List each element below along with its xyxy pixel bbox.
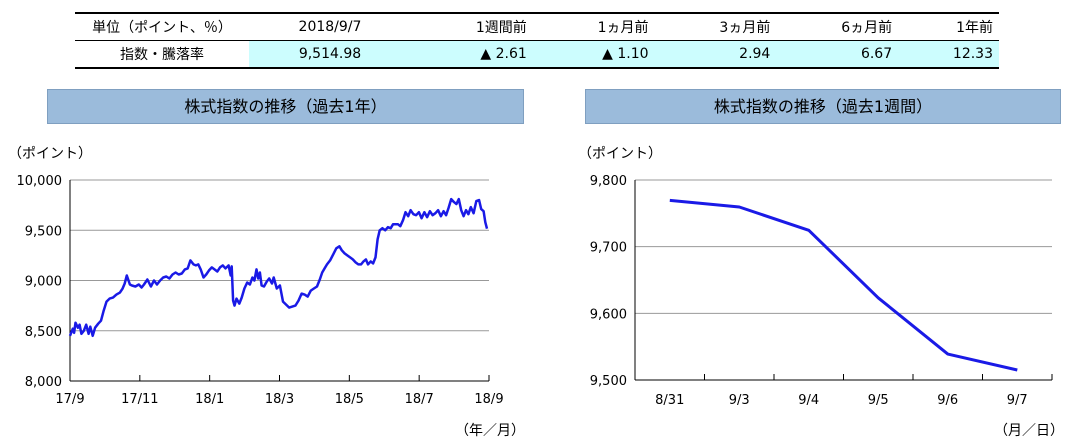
unit-header: 単位（ポイント、％）	[75, 12, 249, 41]
x-tick-label: 9/3	[729, 393, 750, 408]
summary-data-row: 指数・騰落率 9,514.98 ▲ 2.61 ▲ 1.10 2.94 6.67 …	[75, 40, 999, 69]
date-header: 2018/9/7	[249, 12, 411, 41]
series-line-1w	[669, 198, 1018, 372]
value-6m: 6.67	[776, 40, 899, 69]
x-tick-label: 9/6	[937, 393, 958, 408]
y-tick-label: 10,000	[17, 174, 63, 189]
x-tick-label: 17/9	[55, 392, 84, 407]
y-tick-label: 9,800	[590, 174, 627, 189]
x-tick-label: 18/5	[335, 392, 364, 407]
x-tick-label: 9/4	[798, 393, 819, 408]
row-label: 指数・騰落率	[75, 40, 249, 69]
series-line-1y	[68, 197, 489, 338]
header-3m: 3ヵ月前	[654, 12, 777, 41]
x-tick-label: 9/7	[1007, 393, 1028, 408]
summary-header-row: 単位（ポイント、％） 2018/9/7 1週間前 1ヵ月前 3ヵ月前 6ヵ月前 …	[75, 12, 999, 41]
y-tick-label: 9,500	[590, 374, 627, 389]
x-tick-label: 8/31	[655, 393, 684, 408]
y-tick-label: 9,000	[25, 275, 62, 290]
value-1y: 12.33	[898, 40, 999, 69]
chart-1y-title: 株式指数の推移（過去1年）	[47, 89, 524, 124]
header-1y: 1年前	[898, 12, 999, 41]
x-tick-label: 18/7	[405, 392, 434, 407]
y-tick-label: 9,700	[590, 241, 627, 256]
x-tick-label: 18/9	[474, 392, 503, 407]
value-index: 9,514.98	[249, 40, 411, 69]
chart-1w-ylabel: （ポイント）	[578, 146, 662, 162]
header-6m: 6ヵ月前	[776, 12, 899, 41]
y-tick-label: 9,600	[590, 307, 627, 322]
chart-1y-ylabel: （ポイント）	[8, 146, 92, 162]
value-1w: ▲ 2.61	[411, 40, 533, 69]
chart-1w-title: 株式指数の推移（過去1週間）	[585, 89, 1061, 124]
y-tick-label: 9,500	[25, 224, 62, 239]
x-tick-label: 17/11	[121, 392, 158, 407]
chart-1w-xlabel: （月／日）	[994, 423, 1064, 439]
header-1m: 1ヵ月前	[532, 12, 655, 41]
summary-table: 単位（ポイント、％） 2018/9/7 1週間前 1ヵ月前 3ヵ月前 6ヵ月前 …	[75, 12, 999, 69]
y-tick-label: 8,500	[25, 325, 62, 340]
x-tick-label: 18/1	[195, 392, 224, 407]
value-3m: 2.94	[654, 40, 777, 69]
header-1w: 1週間前	[411, 12, 533, 41]
x-tick-label: 18/3	[265, 392, 294, 407]
y-tick-label: 8,000	[25, 375, 62, 390]
x-tick-label: 9/5	[868, 393, 889, 408]
value-1m: ▲ 1.10	[532, 40, 655, 69]
chart-1y-xlabel: （年／月）	[455, 423, 525, 439]
